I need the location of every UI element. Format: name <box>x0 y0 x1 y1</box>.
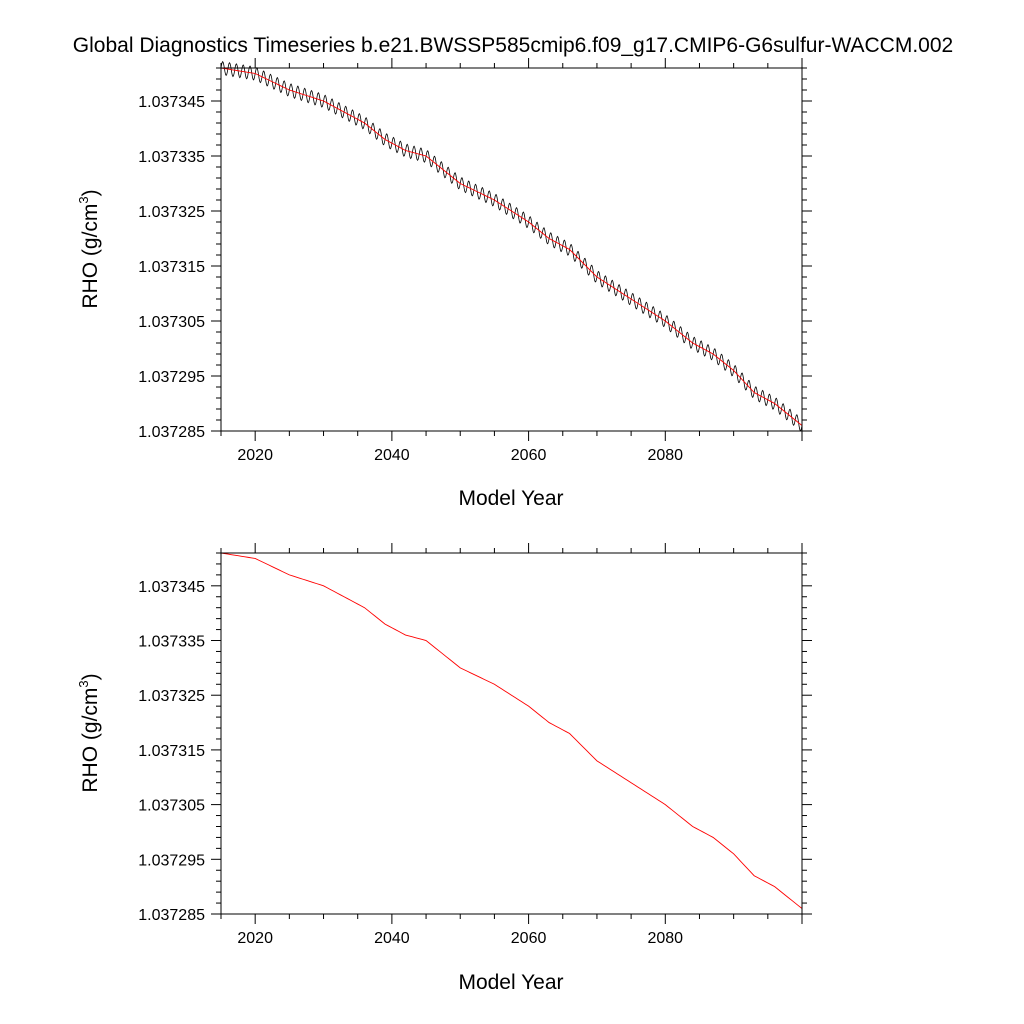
y-tick-label: 1.037305 <box>138 798 205 815</box>
y-tick-label: 1.037305 <box>138 314 205 331</box>
y-tick-label: 1.037335 <box>138 149 205 166</box>
figure-title: Global Diagnostics Timeseries b.e21.BWSS… <box>73 34 953 57</box>
top-panel-curves <box>220 60 803 432</box>
bottom-panel: 2020 2040 2060 2080 1.037345 1.037335 1.03732… <box>76 543 812 994</box>
monthly-series-line <box>220 60 803 432</box>
y-tick-label: 1.037345 <box>138 94 205 111</box>
bottom-panel-ticks <box>211 543 812 924</box>
y-tick-label: 1.037285 <box>138 907 205 924</box>
x-tick-label: 2020 <box>237 930 273 947</box>
x-tick-label: 2040 <box>374 930 410 947</box>
y-tick-label: 1.037295 <box>138 852 205 869</box>
top-panel-y-axis-label: RHO (g/cm3) <box>76 189 102 308</box>
bottom-panel-x-tick-labels: 2020 2040 2060 2080 <box>237 930 683 947</box>
y-tick-label: 1.037325 <box>138 688 205 705</box>
x-tick-label: 2080 <box>647 447 683 464</box>
y-tick-label: 1.037285 <box>138 424 205 441</box>
top-panel-x-tick-labels: 2020 2040 2060 2080 <box>237 447 683 464</box>
bottom-panel-frame <box>220 552 803 915</box>
x-tick-label: 2080 <box>647 930 683 947</box>
top-panel-frame <box>220 67 803 432</box>
annual-mean-series-line <box>220 67 803 426</box>
y-tick-label: 1.037315 <box>138 259 205 276</box>
top-panel-y-tick-labels: 1.037345 1.037335 1.037325 1.037315 1.037305… <box>138 94 205 441</box>
top-panel-x-axis-label: Model Year <box>458 487 563 510</box>
y-tick-label: 1.037295 <box>138 369 205 386</box>
x-tick-label: 2020 <box>237 447 273 464</box>
x-tick-label: 2060 <box>511 930 547 947</box>
y-tick-label: 1.037315 <box>138 743 205 760</box>
bottom-panel-x-axis-label: Model Year <box>458 971 563 994</box>
top-panel-ticks <box>211 58 812 441</box>
bottom-panel-y-tick-labels: 1.037345 1.037335 1.037325 1.037315 1.037305… <box>138 579 205 924</box>
x-tick-label: 2040 <box>374 447 410 464</box>
top-panel: 2020 2040 2060 2080 1.037345 1.037335 1.03732… <box>76 58 812 510</box>
bottom-panel-curves <box>220 552 803 909</box>
y-tick-label: 1.037335 <box>138 634 205 651</box>
y-tick-label: 1.037345 <box>138 579 205 596</box>
x-tick-label: 2060 <box>511 447 547 464</box>
y-tick-label: 1.037325 <box>138 204 205 221</box>
bottom-panel-y-axis-label: RHO (g/cm3) <box>76 673 102 792</box>
annual-mean-series-line <box>220 552 803 909</box>
